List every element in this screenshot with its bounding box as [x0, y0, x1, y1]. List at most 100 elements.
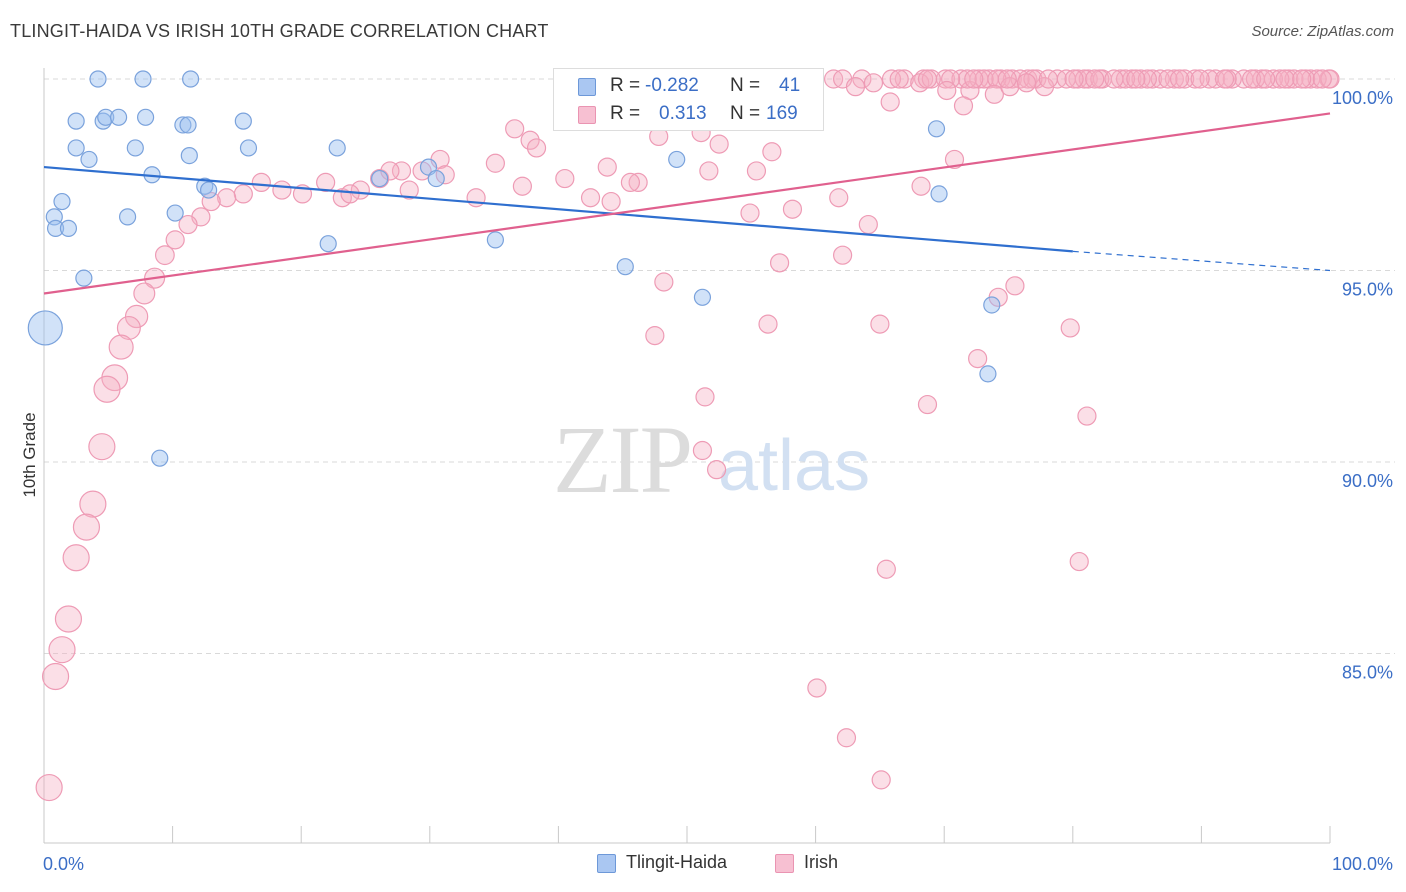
- irish-point: [108, 334, 134, 360]
- tlingit-haida-point: [979, 365, 997, 383]
- irish-point: [881, 69, 902, 89]
- irish-point: [165, 230, 185, 250]
- irish-point: [1158, 69, 1178, 89]
- chart-title: TLINGIT-HAIDA VS IRISH 10TH GRADE CORREL…: [10, 21, 549, 41]
- irish-point: [370, 168, 390, 189]
- irish-point: [340, 184, 360, 204]
- irish-point: [769, 253, 790, 273]
- y-tick-label: 85.0%: [1342, 663, 1393, 683]
- irish-point: [72, 513, 101, 541]
- axes: [43, 68, 1331, 844]
- irish-point: [953, 96, 974, 116]
- tlingit-haida-point: [97, 108, 115, 126]
- irish-point: [695, 387, 715, 407]
- tlingit-haida-point: [59, 219, 78, 237]
- irish-point: [251, 172, 271, 193]
- irish-point: [54, 605, 83, 633]
- trend-lines: [43, 112, 1331, 295]
- irish-point: [1190, 69, 1210, 89]
- irish-point: [941, 69, 961, 89]
- tlingit-haida-point: [134, 70, 152, 88]
- tlingit-haida-point: [53, 192, 71, 211]
- tlingit-haida-point: [328, 139, 346, 157]
- legend-swatch-pink: [775, 854, 794, 873]
- tlingit-haida-point: [427, 169, 445, 188]
- irish-point: [1292, 69, 1312, 89]
- watermark-atlas: atlas: [718, 426, 870, 506]
- irish-point: [1175, 69, 1195, 89]
- irish-point: [1312, 69, 1332, 89]
- irish-point: [154, 245, 175, 266]
- n-label: N =: [730, 75, 761, 96]
- legend-label: Irish: [804, 852, 839, 872]
- irish-point: [740, 203, 760, 223]
- irish-point: [1104, 69, 1124, 89]
- gridlines: [44, 78, 1395, 654]
- blue-r-value: -0.282: [645, 75, 699, 96]
- irish-point: [645, 326, 665, 346]
- tlingit-haida-point: [67, 112, 85, 130]
- tlingit-haida-point: [174, 116, 192, 134]
- irish-point: [1060, 318, 1080, 338]
- irish-point: [526, 138, 547, 158]
- r-label: R =: [610, 75, 641, 96]
- irish-point: [555, 168, 575, 189]
- irish-point: [746, 161, 767, 181]
- irish-point: [217, 188, 237, 208]
- irish-point: [1222, 69, 1242, 89]
- irish-point: [758, 314, 778, 334]
- irish-point: [917, 69, 938, 89]
- irish-point: [316, 172, 336, 193]
- irish-point: [917, 394, 938, 415]
- irish-point: [1214, 69, 1235, 89]
- tlingit-haida-point: [668, 150, 686, 169]
- irish-point: [709, 134, 729, 154]
- irish-trend-line: [43, 112, 1331, 295]
- irish-point: [1064, 69, 1084, 89]
- blue-n-value: 41: [779, 75, 801, 96]
- tlingit-haida-point: [180, 147, 198, 165]
- irish-point: [1069, 551, 1089, 572]
- irish-point: [937, 80, 957, 101]
- irish-point: [1270, 69, 1290, 89]
- irish-point: [1320, 69, 1340, 89]
- pink-r-value: 0.313: [659, 103, 707, 124]
- irish-point: [1137, 69, 1157, 89]
- irish-point: [1164, 69, 1184, 89]
- tlingit-haida-point: [126, 139, 144, 157]
- irish-point: [1126, 69, 1146, 89]
- irish-point: [852, 69, 872, 89]
- tlingit-haida-point: [80, 150, 98, 169]
- irish-point: [62, 544, 90, 572]
- pink-n-value: 169: [766, 103, 798, 124]
- tlingit-haida-point: [693, 288, 712, 306]
- irish-point: [435, 165, 455, 185]
- irish-point: [692, 440, 713, 461]
- tlingit-haida-trend-extension: [1072, 250, 1331, 272]
- irish-point: [512, 176, 532, 196]
- y-tick-label: 95.0%: [1342, 280, 1393, 300]
- irish-point: [201, 191, 221, 212]
- irish-point: [1110, 69, 1130, 89]
- n-label: N =: [730, 103, 761, 124]
- tlingit-haida-point: [983, 296, 1001, 314]
- irish-point: [845, 77, 866, 97]
- tlingit-haida-point: [136, 108, 155, 126]
- tlingit-haida-point: [616, 258, 634, 276]
- tlingit-haida-point: [486, 231, 504, 249]
- irish-point: [35, 773, 63, 802]
- tlingit-haida-point: [89, 70, 107, 88]
- tlingit-haida-point: [179, 116, 197, 134]
- irish-point: [597, 157, 617, 177]
- irish-point: [706, 460, 727, 480]
- irish-point: [1169, 69, 1190, 89]
- irish-point: [399, 180, 419, 200]
- irish-point: [178, 214, 198, 235]
- irish-point: [88, 433, 116, 461]
- tlingit-haida-point: [75, 269, 93, 287]
- irish-point: [93, 375, 121, 403]
- watermark: ZIP atlas: [553, 406, 870, 513]
- irish-point: [889, 69, 909, 89]
- x-tick-label: 0.0%: [43, 854, 84, 874]
